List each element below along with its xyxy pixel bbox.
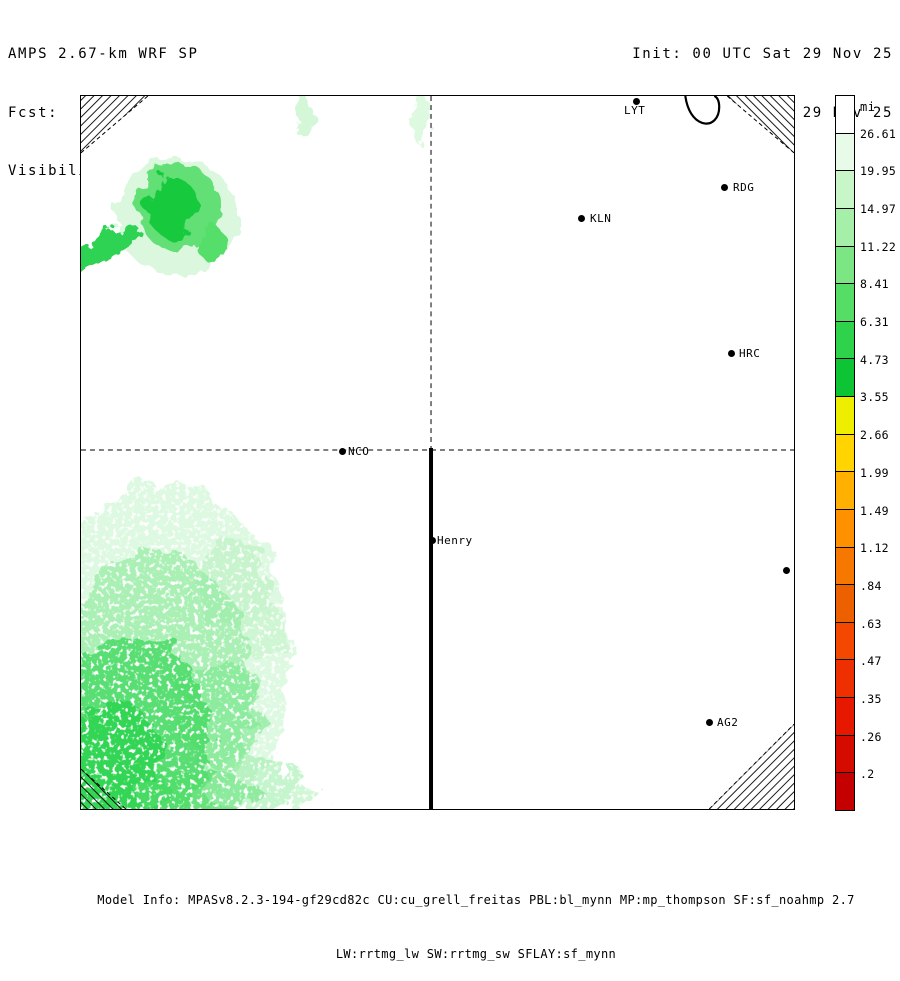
colorbar-segment [836, 171, 854, 209]
colorbar-segment [836, 133, 854, 172]
colorbar-tick-label: 6.31 [860, 315, 889, 330]
colorbar-segment [836, 359, 854, 397]
colorbar-tick-label: 3.55 [860, 390, 889, 405]
amps-visibility-forecast-page: { "header": { "model": "AMPS 2.67-km WRF… [8, 46, 897, 961]
colorbar-tick-label: .35 [860, 691, 882, 706]
colorbar-tick-label: .2 [860, 767, 875, 782]
colorbar-segment [836, 246, 854, 285]
init-time: Init: 00 UTC Sat 29 Nov 25 [632, 46, 893, 62]
model-info-line2: LW:rrtmg_lw SW:rrtmg_sw SFLAY:sf_mynn [335, 947, 617, 961]
colorbar-tick-label: .84 [860, 578, 882, 593]
colorbar-segment [836, 622, 854, 661]
coastline-contour [684, 96, 721, 125]
colorbar-tick-label: 26.61 [860, 126, 897, 141]
colorbar-segment [836, 735, 854, 774]
colorbar-segment [836, 509, 854, 548]
footer: Model Info: MPASv8.2.3-194-gf29cd82c CU:… [52, 855, 900, 981]
colorbar-segment [836, 773, 854, 810]
colorbar-segment [836, 472, 854, 510]
colorbar-segment [836, 434, 854, 473]
colorbar-tick-label: 1.99 [860, 465, 889, 480]
colorbar-segment [836, 585, 854, 623]
visibility-field-lower-left [81, 484, 325, 809]
colorbar-segment [836, 397, 854, 435]
colorbar-tick-label: 2.66 [860, 428, 889, 443]
visibility-field-upper-left [81, 96, 430, 274]
colorbar-tick-label: 1.49 [860, 503, 889, 518]
colorbar-tick-label: 19.95 [860, 164, 897, 179]
colorbar-tick-label: 8.41 [860, 277, 889, 292]
domain-corner-hatch-bottom-right [708, 723, 794, 809]
colorbar-tick-label: 11.22 [860, 239, 897, 254]
colorbar-tick-label: 4.73 [860, 352, 889, 367]
colorbar-tick-label: .63 [860, 616, 882, 631]
colorbar-tick-label: .47 [860, 654, 882, 669]
colorbar-segment [836, 208, 854, 247]
colorbar [835, 95, 855, 811]
map-canvas [81, 96, 794, 809]
colorbar-segment [836, 321, 854, 360]
colorbar-segment [836, 96, 854, 134]
colorbar-tick-label: .26 [860, 729, 882, 744]
model-title: AMPS 2.67-km WRF SP [8, 46, 199, 62]
domain-corner-hatch-bottom-left [81, 768, 127, 809]
colorbar-segment [836, 660, 854, 698]
colorbar-segment [836, 284, 854, 322]
colorbar-segment [836, 547, 854, 586]
colorbar-unit-label: mi [860, 100, 876, 114]
model-info-line1: Model Info: MPASv8.2.3-194-gf29cd82c CU:… [97, 893, 855, 907]
colorbar-tick-label: 1.12 [860, 541, 889, 556]
domain-corner-hatch-top-left [81, 96, 149, 154]
map-frame [80, 95, 795, 810]
colorbar-segment [836, 698, 854, 736]
colorbar-tick-label: 14.97 [860, 202, 897, 217]
domain-corner-hatch-top-right [726, 96, 794, 154]
